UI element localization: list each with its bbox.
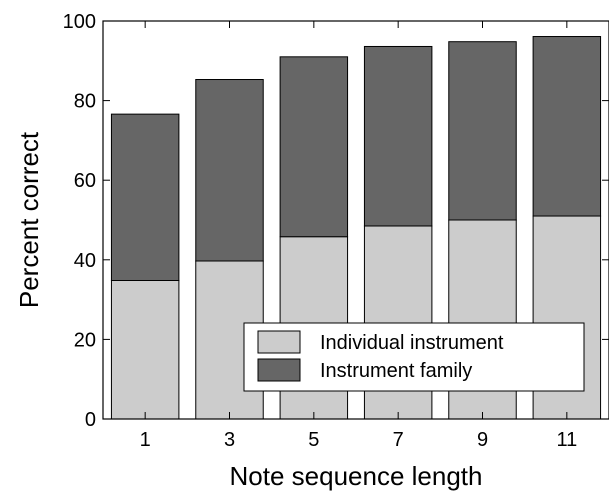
y-axis-title: Percent correct — [14, 131, 44, 308]
bar-family-11 — [532, 36, 602, 217]
plot-frame — [102, 20, 609, 420]
bar-family-1 — [110, 113, 180, 281]
legend-label-family: Instrument family — [320, 360, 472, 382]
x-tick-label: 1 — [140, 429, 151, 451]
x-tick-label: 11 — [556, 429, 577, 451]
x-tick-label: 3 — [224, 429, 235, 451]
bar-family-3 — [195, 79, 264, 262]
bar-family-5 — [279, 56, 349, 238]
y-tick-label: 60 — [74, 170, 96, 192]
y-tick-label: 20 — [74, 329, 96, 351]
y-tick-label: 0 — [85, 409, 96, 431]
x-tick-label: 9 — [477, 429, 488, 451]
bar-family-7 — [363, 45, 433, 227]
legend-swatch-family — [257, 358, 301, 382]
legend: Individual instrument Instrument family — [243, 322, 585, 392]
bar-individual-1 — [110, 279, 180, 420]
x-tick-label: 5 — [308, 429, 319, 451]
legend-swatch-individual — [257, 330, 301, 354]
legend-label-individual: Individual instrument — [320, 332, 504, 354]
y-tick-label: 40 — [74, 250, 96, 272]
legend-box — [243, 322, 585, 392]
y-tick-label: 80 — [74, 91, 96, 113]
x-tick-label: 7 — [393, 429, 404, 451]
y-tick-label: 100 — [63, 11, 96, 33]
ticks-group: 0 20 40 60 80 100 1 3 5 7 9 11 — [63, 11, 609, 451]
bar-family-9 — [448, 41, 517, 221]
x-axis-title: Note sequence length — [230, 461, 483, 491]
